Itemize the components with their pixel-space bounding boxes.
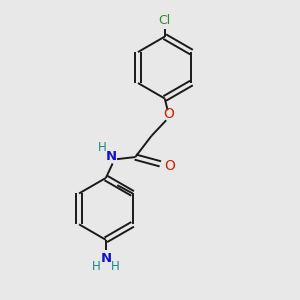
Text: N: N <box>106 150 117 163</box>
Text: H: H <box>111 260 120 273</box>
Text: O: O <box>164 159 175 173</box>
Text: H: H <box>92 260 101 273</box>
Text: N: N <box>100 252 111 265</box>
Text: H: H <box>98 141 107 154</box>
Text: O: O <box>164 107 175 121</box>
Text: Cl: Cl <box>159 14 171 27</box>
